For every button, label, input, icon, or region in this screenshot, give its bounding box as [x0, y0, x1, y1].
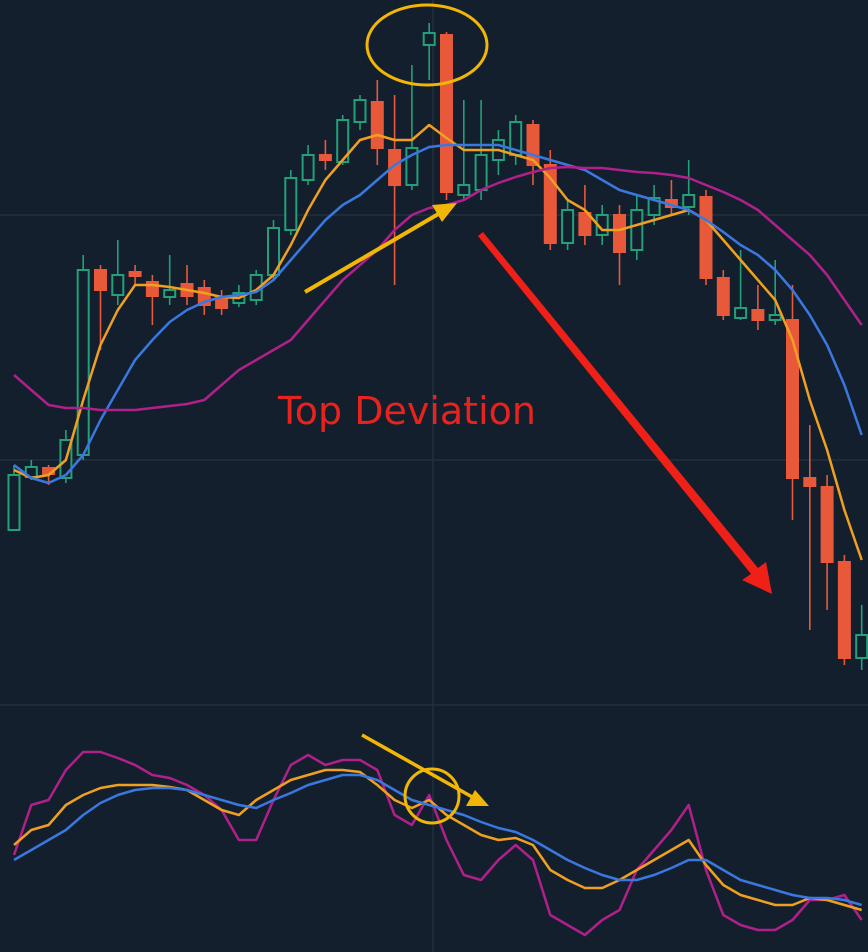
candle-body [284, 177, 298, 231]
candle-body [422, 32, 436, 46]
annotation: Top Deviation [277, 389, 536, 433]
line-series [12, 750, 863, 937]
candle-body [716, 277, 730, 316]
candle-body [353, 99, 367, 123]
candle-body [76, 269, 90, 456]
candle-body [7, 474, 21, 531]
line-series [13, 143, 863, 485]
arrow-shaft [361, 733, 475, 800]
candle-body [111, 274, 125, 296]
candle-body [820, 486, 834, 563]
candle-body [699, 196, 713, 279]
candle-body [837, 561, 851, 659]
candle-body [630, 209, 644, 251]
highlight-circle [403, 767, 461, 825]
line-series [13, 773, 863, 907]
candle-body [163, 289, 177, 298]
candle-body [682, 194, 696, 208]
annotations: Top Deviation [277, 3, 772, 825]
marks [7, 23, 868, 937]
candle-body [803, 477, 817, 487]
candle-body [786, 319, 799, 479]
candle-body [370, 101, 384, 149]
candle-body [526, 124, 540, 166]
candle-body [301, 154, 315, 181]
candle-body [474, 154, 488, 191]
candle-body [613, 214, 626, 253]
candle-body [388, 149, 402, 186]
red-arrow [478, 232, 772, 594]
line-series [13, 123, 863, 561]
candle-body [647, 197, 661, 216]
candle-body [405, 147, 419, 186]
candle-body [751, 309, 765, 321]
candle-body [128, 271, 142, 277]
candle-body [94, 269, 107, 291]
candle-body [768, 314, 782, 321]
candle-body [318, 154, 332, 161]
candle-body [197, 287, 211, 306]
candle-body [561, 209, 575, 244]
candle-body [145, 281, 159, 297]
arrow-shaft [303, 211, 442, 294]
candle-body [855, 634, 868, 659]
arrow-head [432, 203, 457, 222]
candle-body [336, 119, 350, 163]
arrow-head [466, 790, 489, 806]
highlight-ellipse [365, 3, 489, 87]
candle-body [543, 164, 557, 244]
candle-body [734, 307, 748, 319]
candle-body [440, 34, 453, 193]
candle-body [578, 212, 592, 236]
candle-body [457, 184, 471, 196]
